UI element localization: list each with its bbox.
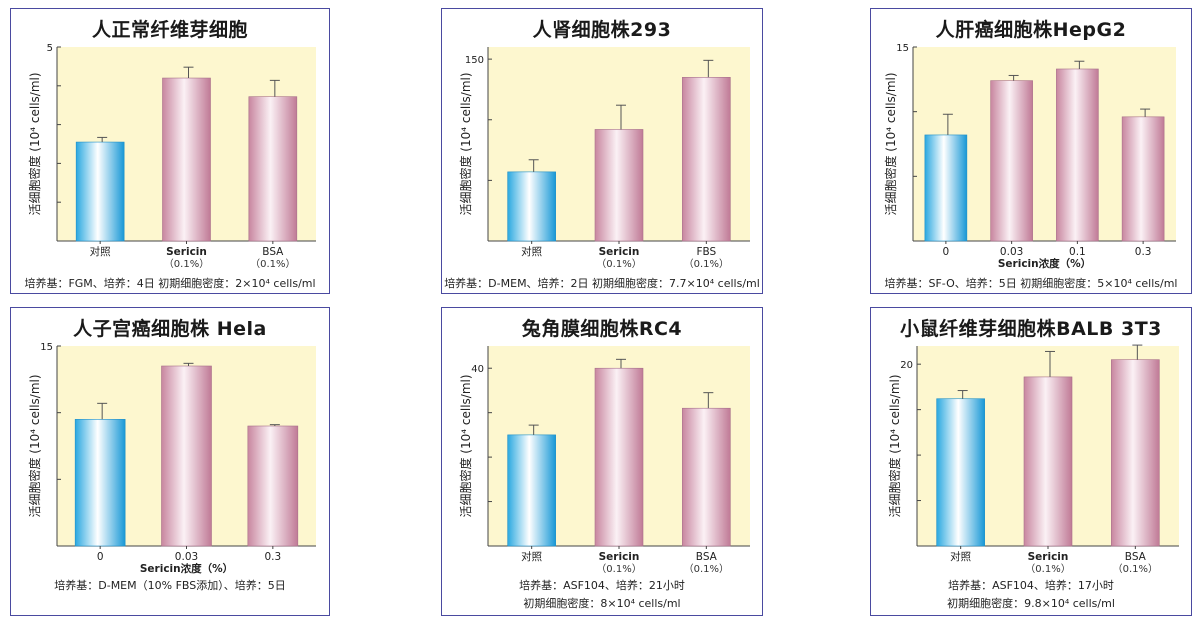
chart-note: 培养基：D-MEM、培养：2日 初期细胞密度：7.7×10⁴ cells/ml: [444, 277, 760, 290]
y-tick-label: 20: [900, 360, 913, 371]
y-axis-label: 活细胞密度 (10⁴ cells/ml): [458, 72, 473, 215]
chart-note: 初期细胞密度：9.8×10⁴ cells/ml: [947, 597, 1115, 610]
y-axis-label: 活细胞密度 (10⁴ cells/ml): [27, 374, 42, 517]
chart-panel-rc4: 兔角膜细胞株RC4 40 活细胞密度 (10⁴ cells/ml) 对照 Serici…: [441, 307, 763, 616]
chart-panel-hela: 人子宫癌细胞株 Hela 15 活细胞密度 (10⁴ cells/ml) 0 0.03…: [10, 307, 330, 616]
bar: [507, 434, 556, 547]
x-tick-label: FBS: [696, 246, 716, 258]
x-tick-label: 0.3: [264, 551, 281, 563]
bar: [1121, 116, 1165, 242]
x-tick-label: Sericin: [599, 551, 640, 563]
x-tick-sublabel: （0.1%）: [684, 258, 729, 270]
chart-note: 培养基：D-MEM（10% FBS添加）、培养：5日: [54, 579, 286, 592]
bar-chart: 15 活细胞密度 (10⁴ cells/ml) 0 0.03 0.3 Sericin浓度（…: [27, 342, 316, 575]
x-tick-sublabel: （0.1%）: [684, 563, 729, 575]
chart-title: 人肝癌细胞株HepG2: [935, 19, 1127, 41]
chart-note: 培养基：ASF104、培养：17小时: [948, 579, 1114, 592]
x-tick-label: BSA: [696, 551, 718, 563]
bar: [1111, 359, 1160, 547]
bar: [74, 419, 126, 547]
bar: [594, 129, 644, 242]
chart-title: 人正常纤维芽细胞: [91, 19, 248, 41]
bar: [936, 398, 985, 547]
bar: [990, 80, 1033, 242]
x-tick-sublabel: （0.1%）: [1025, 563, 1070, 575]
chart-note: 培养基：ASF104、培养：21小时: [519, 579, 685, 592]
x-tick-sublabel: （0.1%）: [1113, 563, 1158, 575]
x-tick-sublabel: （0.1%）: [164, 258, 209, 270]
y-axis-label: 活细胞密度 (10⁴ cells/ml): [887, 374, 902, 517]
bar: [682, 77, 731, 242]
x-tick-label: 0.1: [1069, 246, 1086, 258]
x-tick-label: 对照: [950, 550, 971, 563]
y-tick-label: 40: [471, 364, 484, 375]
x-tick-label: Sericin: [1028, 551, 1069, 563]
bar: [162, 77, 211, 242]
y-tick-label: 150: [465, 55, 484, 66]
x-tick-label: 0: [97, 551, 104, 563]
x-tick-sublabel: （0.1%）: [250, 258, 295, 270]
chart-title: 兔角膜细胞株RC4: [521, 318, 683, 340]
chart-note: 培养基：SF-O、培养：5日 初期细胞密度：5×10⁴ cells/ml: [884, 277, 1178, 290]
x-tick-label: 0.3: [1135, 246, 1152, 258]
bar: [75, 141, 125, 242]
bar: [594, 367, 644, 547]
x-tick-label: 0: [943, 246, 950, 258]
x-tick-label: BSA: [1125, 551, 1147, 563]
bar: [682, 407, 731, 547]
bar: [248, 96, 298, 242]
x-tick-label: Sericin: [599, 246, 640, 258]
bar-chart: 15 活细胞密度 (10⁴ cells/ml) 0 0.03 0.1 0.3 Sericin…: [883, 43, 1176, 270]
x-tick-sublabel: （0.1%）: [596, 258, 641, 270]
chart-panel-hepg2: 人肝癌细胞株HepG2 15 活细胞密度 (10⁴ cells/ml) 0 0.03 0…: [870, 8, 1192, 294]
chart-title: 小鼠纤维芽细胞株BALB 3T3: [900, 318, 1162, 340]
chart-title: 人子宫癌细胞株 Hela: [73, 318, 267, 340]
bar: [924, 134, 968, 242]
y-axis-label: 活细胞密度 (10⁴ cells/ml): [883, 72, 898, 215]
x-tick-label: 对照: [90, 245, 111, 258]
y-axis-label: 活细胞密度 (10⁴ cells/ml): [458, 374, 473, 517]
bar: [247, 425, 299, 547]
x-tick-label: 对照: [521, 245, 542, 258]
x-axis-label: Sericin浓度（%）: [998, 257, 1091, 270]
chart-title: 人肾细胞株293: [532, 19, 672, 41]
x-tick-label: 对照: [521, 550, 542, 563]
y-tick-label: 15: [40, 342, 53, 353]
x-tick-sublabel: （0.1%）: [596, 563, 641, 575]
chart-note: 初期细胞密度：8×10⁴ cells/ml: [523, 597, 681, 610]
x-tick-label: Sericin: [166, 246, 207, 258]
x-axis-label: Sericin浓度（%）: [140, 562, 233, 575]
x-tick-label: 0.03: [175, 551, 198, 563]
bar: [161, 365, 212, 547]
chart-panel-fibroblast: 人正常纤维芽细胞 5 活细胞密度 (10⁴ cells/ml) 对照 Sericin （…: [10, 8, 330, 294]
bar: [1023, 376, 1073, 547]
y-tick-label: 5: [47, 43, 53, 54]
x-tick-label: BSA: [262, 246, 284, 258]
y-tick-label: 15: [896, 43, 909, 54]
bar: [1056, 68, 1099, 242]
bar: [507, 171, 556, 242]
chart-panel-balb3t3: 小鼠纤维芽细胞株BALB 3T3 20 活细胞密度 (10⁴ cells/ml) 对…: [870, 307, 1192, 616]
chart-note: 培养基：FGM、培养：4日 初期细胞密度：2×10⁴ cells/ml: [24, 277, 316, 290]
y-axis-label: 活细胞密度 (10⁴ cells/ml): [27, 72, 42, 215]
x-tick-label: 0.03: [1000, 246, 1023, 258]
chart-panel-293: 人肾细胞株293 150 活细胞密度 (10⁴ cells/ml) 对照 Serici…: [441, 8, 763, 294]
